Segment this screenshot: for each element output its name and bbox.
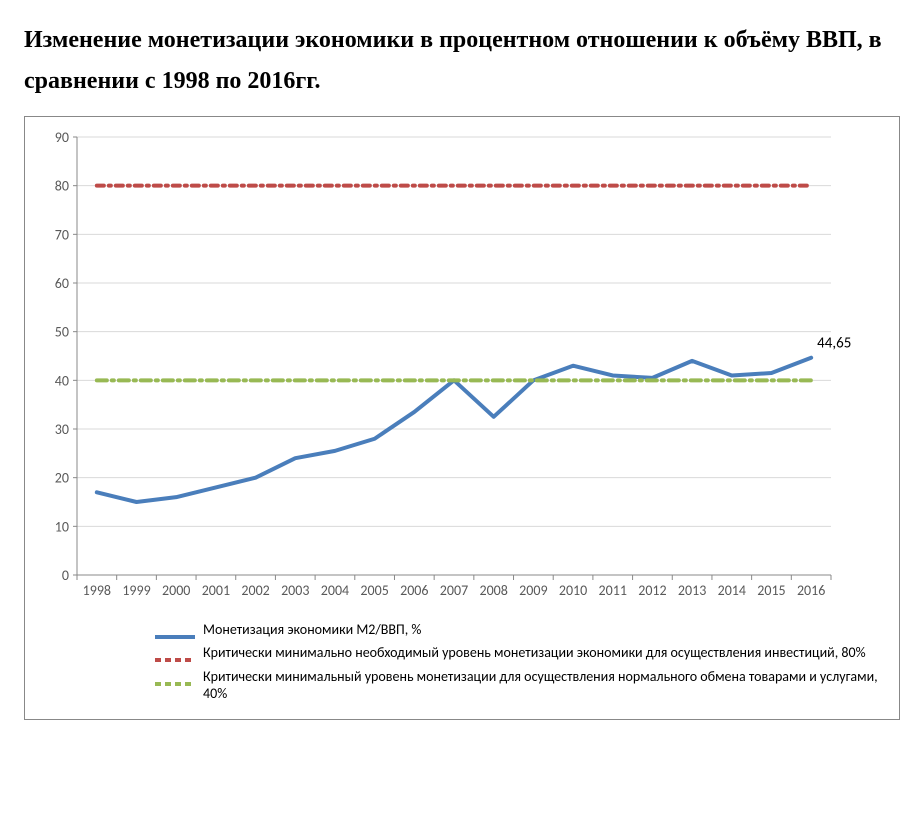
svg-text:2011: 2011 bbox=[599, 582, 627, 599]
svg-text:60: 60 bbox=[55, 275, 69, 292]
legend-item-monetization: Монетизация экономики М2/ВВП, % bbox=[155, 621, 889, 639]
chart-svg: 0 10 20 30 40 50 60 70 80 90 1998 1999 2000 2001 2002 2… bbox=[35, 125, 885, 605]
svg-text:44,65: 44,65 bbox=[817, 334, 851, 352]
svg-text:80: 80 bbox=[55, 177, 69, 194]
svg-text:90: 90 bbox=[55, 129, 69, 146]
legend-label: Критически минимальный уровень монетизац… bbox=[203, 668, 889, 703]
svg-text:2003: 2003 bbox=[281, 582, 309, 599]
svg-text:2007: 2007 bbox=[440, 582, 468, 599]
svg-text:50: 50 bbox=[55, 323, 69, 340]
svg-text:1998: 1998 bbox=[83, 582, 111, 599]
chart-title: Изменение монетизации экономики в процен… bbox=[24, 20, 900, 102]
svg-text:2001: 2001 bbox=[202, 582, 230, 599]
svg-text:2005: 2005 bbox=[360, 582, 388, 599]
legend-swatch bbox=[155, 628, 195, 632]
svg-text:2006: 2006 bbox=[400, 582, 428, 599]
svg-text:2015: 2015 bbox=[757, 582, 785, 599]
svg-text:30: 30 bbox=[55, 421, 69, 438]
svg-text:10: 10 bbox=[55, 518, 69, 535]
svg-text:2016: 2016 bbox=[797, 582, 825, 599]
svg-text:2013: 2013 bbox=[678, 582, 706, 599]
svg-text:70: 70 bbox=[55, 226, 69, 243]
legend-label: Монетизация экономики М2/ВВП, % bbox=[203, 621, 889, 639]
legend-swatch bbox=[155, 651, 195, 655]
legend-item-crit80: Критически минимально необходимый уровен… bbox=[155, 644, 889, 662]
svg-text:2014: 2014 bbox=[718, 582, 746, 599]
legend-item-crit40: Критически минимальный уровень монетизац… bbox=[155, 668, 889, 703]
svg-text:2010: 2010 bbox=[559, 582, 587, 599]
svg-text:2008: 2008 bbox=[479, 582, 507, 599]
svg-text:40: 40 bbox=[55, 372, 69, 389]
plot-area: 0 10 20 30 40 50 60 70 80 90 1998 1999 2000 2001 2002 2… bbox=[35, 125, 889, 609]
svg-text:20: 20 bbox=[55, 469, 69, 486]
svg-text:1999: 1999 bbox=[122, 582, 150, 599]
legend-swatch bbox=[155, 675, 195, 679]
svg-text:2009: 2009 bbox=[519, 582, 547, 599]
svg-text:2002: 2002 bbox=[241, 582, 269, 599]
svg-text:2000: 2000 bbox=[162, 582, 190, 599]
svg-text:2012: 2012 bbox=[638, 582, 666, 599]
legend-label: Критически минимально необходимый уровен… bbox=[203, 644, 889, 662]
chart-frame: 0 10 20 30 40 50 60 70 80 90 1998 1999 2000 2001 2002 2… bbox=[24, 116, 900, 720]
legend: Монетизация экономики М2/ВВП, % Критическ… bbox=[155, 621, 889, 703]
svg-text:0: 0 bbox=[62, 567, 69, 584]
svg-text:2004: 2004 bbox=[321, 582, 349, 599]
